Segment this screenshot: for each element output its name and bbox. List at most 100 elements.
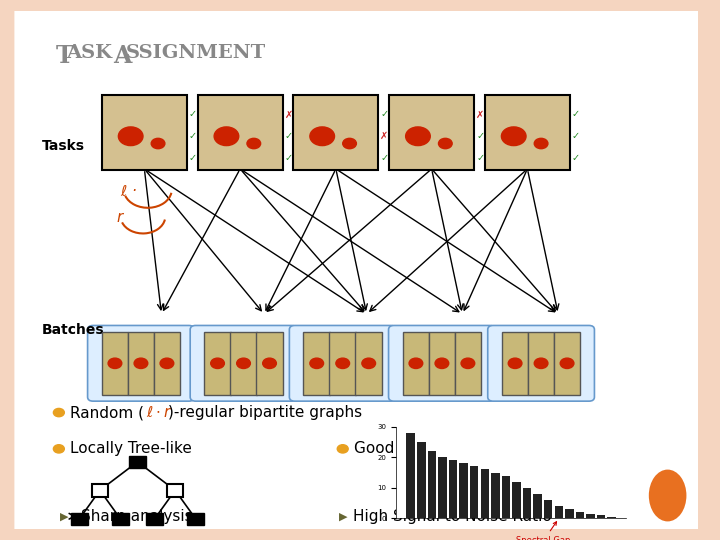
- Bar: [428, 451, 436, 518]
- Bar: [554, 506, 563, 518]
- Circle shape: [151, 138, 165, 149]
- Text: SSIGNMENT: SSIGNMENT: [126, 44, 266, 63]
- FancyBboxPatch shape: [14, 11, 698, 529]
- Circle shape: [362, 358, 376, 368]
- FancyBboxPatch shape: [502, 332, 528, 395]
- Text: ✓: ✓: [572, 153, 580, 163]
- Text: ✓: ✓: [572, 110, 580, 119]
- Circle shape: [534, 358, 548, 368]
- Text: )-regular bipartite graphs: )-regular bipartite graphs: [168, 405, 362, 420]
- Bar: [534, 494, 542, 518]
- FancyBboxPatch shape: [204, 332, 231, 395]
- Text: ✓: ✓: [380, 110, 389, 119]
- Text: ✓: ✓: [189, 110, 197, 119]
- Bar: [586, 514, 595, 518]
- Bar: [523, 488, 531, 518]
- Circle shape: [310, 358, 323, 368]
- FancyBboxPatch shape: [127, 332, 154, 395]
- Bar: [502, 476, 510, 518]
- FancyBboxPatch shape: [454, 332, 481, 395]
- Text: ✓: ✓: [476, 153, 485, 163]
- Circle shape: [438, 138, 452, 149]
- Circle shape: [409, 358, 423, 368]
- Text: Good expander: Good expander: [354, 441, 472, 456]
- Bar: [491, 472, 500, 518]
- Circle shape: [534, 138, 548, 149]
- Bar: [187, 512, 204, 525]
- Circle shape: [336, 358, 349, 368]
- Text: High Signal to Noise Ratio: High Signal to Noise Ratio: [353, 509, 552, 524]
- Text: Sharp analysis: Sharp analysis: [81, 509, 193, 524]
- FancyBboxPatch shape: [487, 326, 595, 401]
- Circle shape: [53, 445, 64, 453]
- FancyBboxPatch shape: [153, 332, 180, 395]
- Bar: [91, 484, 108, 497]
- Text: $\ell$ ·: $\ell$ ·: [120, 185, 138, 199]
- FancyBboxPatch shape: [230, 332, 257, 395]
- FancyBboxPatch shape: [88, 326, 194, 401]
- FancyBboxPatch shape: [102, 332, 128, 395]
- Circle shape: [211, 358, 225, 368]
- Bar: [565, 509, 574, 518]
- Circle shape: [134, 358, 148, 368]
- FancyBboxPatch shape: [198, 95, 282, 170]
- Bar: [71, 512, 88, 525]
- Bar: [130, 456, 145, 468]
- Text: ✓: ✓: [189, 153, 197, 163]
- Bar: [112, 512, 129, 525]
- Bar: [470, 467, 478, 518]
- Text: A: A: [114, 44, 132, 69]
- FancyBboxPatch shape: [485, 95, 570, 170]
- FancyBboxPatch shape: [256, 332, 283, 395]
- FancyBboxPatch shape: [389, 326, 495, 401]
- Circle shape: [435, 358, 449, 368]
- Text: ▶: ▶: [339, 511, 348, 521]
- Text: Spectral Gap: Spectral Gap: [516, 522, 571, 540]
- FancyBboxPatch shape: [303, 332, 330, 395]
- FancyBboxPatch shape: [190, 326, 297, 401]
- Bar: [146, 512, 163, 525]
- FancyBboxPatch shape: [329, 332, 356, 395]
- Circle shape: [247, 138, 261, 149]
- Circle shape: [343, 138, 356, 149]
- Circle shape: [53, 408, 64, 417]
- Text: T: T: [55, 44, 73, 69]
- Text: $r$: $r$: [116, 211, 125, 225]
- Text: ✓: ✓: [380, 153, 389, 163]
- Bar: [449, 460, 457, 518]
- Bar: [167, 484, 184, 497]
- Text: Tasks: Tasks: [42, 139, 85, 153]
- Text: ✓: ✓: [476, 131, 485, 141]
- Text: ▶: ▶: [60, 511, 68, 521]
- Circle shape: [501, 127, 526, 146]
- Circle shape: [405, 127, 431, 146]
- Bar: [597, 515, 606, 518]
- FancyBboxPatch shape: [554, 332, 580, 395]
- Bar: [544, 500, 552, 518]
- Text: ✓: ✓: [284, 153, 293, 163]
- FancyBboxPatch shape: [428, 332, 455, 395]
- Circle shape: [263, 358, 276, 368]
- Ellipse shape: [649, 470, 686, 522]
- Circle shape: [560, 358, 574, 368]
- Circle shape: [160, 358, 174, 368]
- Text: ✓: ✓: [189, 131, 197, 141]
- Bar: [438, 457, 446, 518]
- FancyBboxPatch shape: [294, 95, 378, 170]
- Circle shape: [310, 127, 335, 146]
- FancyBboxPatch shape: [102, 95, 186, 170]
- Circle shape: [461, 358, 474, 368]
- Text: ✗: ✗: [284, 110, 293, 119]
- Circle shape: [337, 445, 348, 453]
- Bar: [480, 469, 489, 518]
- Text: ✓: ✓: [572, 131, 580, 141]
- FancyBboxPatch shape: [356, 332, 382, 395]
- Text: $\ell \cdot r$: $\ell \cdot r$: [146, 405, 173, 420]
- Bar: [417, 442, 426, 518]
- Text: ✗: ✗: [380, 131, 389, 141]
- Bar: [407, 433, 415, 518]
- Circle shape: [118, 127, 143, 146]
- FancyBboxPatch shape: [528, 332, 554, 395]
- Bar: [512, 482, 521, 518]
- Circle shape: [508, 358, 522, 368]
